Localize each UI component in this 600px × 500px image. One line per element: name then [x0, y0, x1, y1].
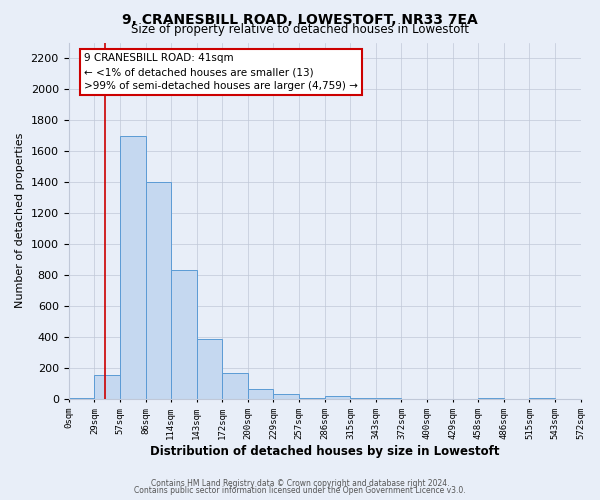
Text: 9 CRANESBILL ROAD: 41sqm
← <1% of detached houses are smaller (13)
>99% of semi-: 9 CRANESBILL ROAD: 41sqm ← <1% of detach…: [84, 53, 358, 91]
Bar: [170, 270, 197, 399]
Text: Contains HM Land Registry data © Crown copyright and database right 2024.: Contains HM Land Registry data © Crown c…: [151, 478, 449, 488]
Bar: [197, 338, 223, 399]
Bar: [68, 398, 94, 399]
Bar: [299, 398, 325, 399]
Bar: [376, 398, 401, 399]
Bar: [478, 398, 503, 399]
Text: 9, CRANESBILL ROAD, LOWESTOFT, NR33 7EA: 9, CRANESBILL ROAD, LOWESTOFT, NR33 7EA: [122, 12, 478, 26]
Text: Contains public sector information licensed under the Open Government Licence v3: Contains public sector information licen…: [134, 486, 466, 495]
Text: Size of property relative to detached houses in Lowestoft: Size of property relative to detached ho…: [131, 22, 469, 36]
Bar: [119, 136, 146, 399]
Bar: [94, 375, 119, 399]
Bar: [223, 374, 248, 399]
Bar: [529, 398, 554, 399]
Bar: [146, 182, 170, 399]
Bar: [274, 394, 299, 399]
Bar: [248, 389, 274, 399]
X-axis label: Distribution of detached houses by size in Lowestoft: Distribution of detached houses by size …: [150, 444, 499, 458]
Bar: [325, 396, 350, 399]
Bar: [350, 398, 376, 399]
Y-axis label: Number of detached properties: Number of detached properties: [15, 133, 25, 308]
